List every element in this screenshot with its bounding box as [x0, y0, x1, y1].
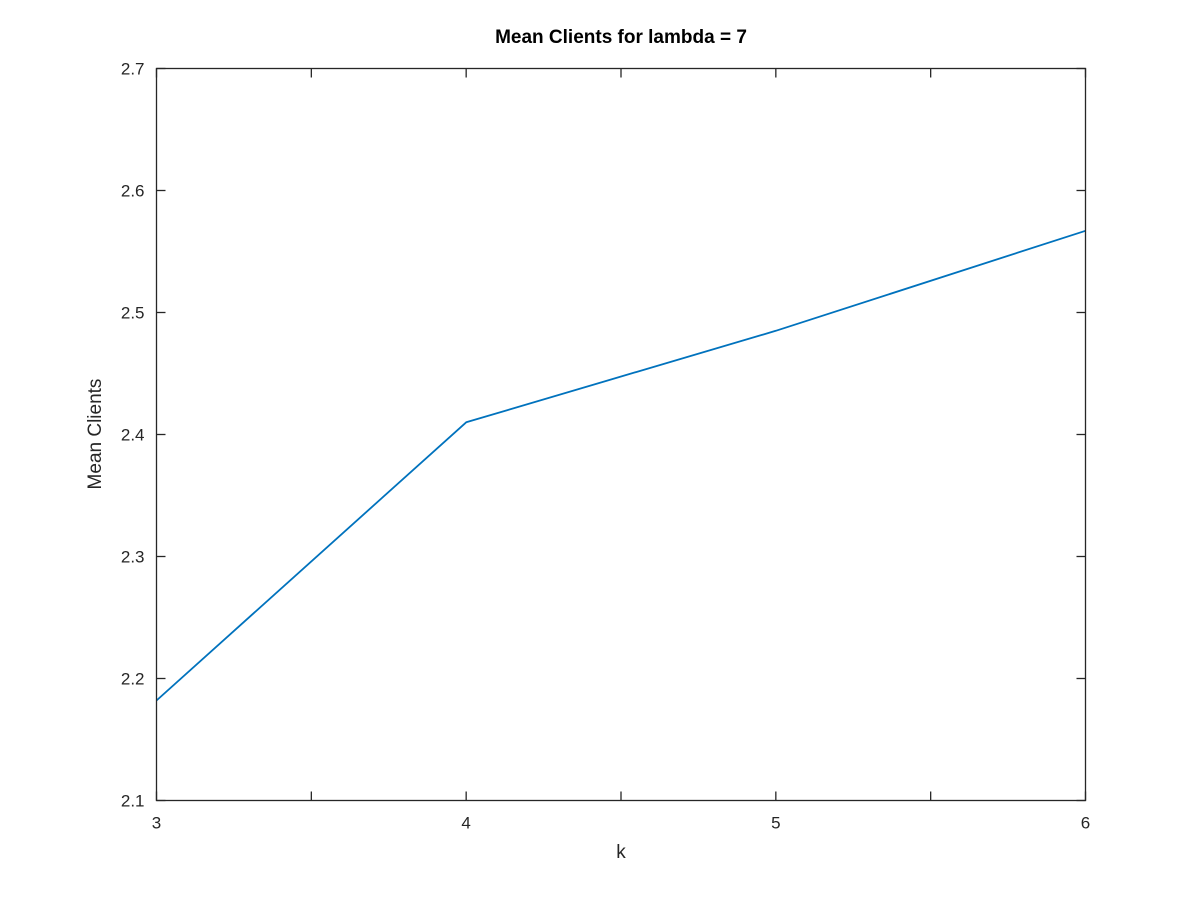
x-tick-label: 6	[1081, 814, 1090, 833]
y-tick-label: 2.6	[121, 182, 145, 201]
y-tick-label: 2.3	[121, 548, 145, 567]
axis-tick-labels: 3 4 5 6 2.1 2.2 2.3 2.4 2.5 2.6 2.7	[121, 60, 1090, 833]
x-tick-label: 5	[771, 814, 780, 833]
y-tick-label: 2.7	[121, 60, 145, 79]
y-tick-label: 2.5	[121, 304, 145, 323]
y-tick-label: 2.4	[121, 426, 145, 445]
y-tick-label: 2.2	[121, 670, 145, 689]
x-axis-label: k	[616, 842, 626, 863]
axis-ticks	[155, 67, 1087, 802]
x-tick-label: 3	[152, 814, 161, 833]
x-tick-label: 4	[461, 814, 470, 833]
series-lines	[155, 229, 1086, 702]
plot-area-frame	[155, 67, 1087, 802]
series-line	[155, 229, 1086, 702]
chart-title: Mean Clients for lambda = 7	[495, 27, 747, 48]
y-tick-label: 2.1	[121, 792, 145, 811]
y-axis-label: Mean Clients	[85, 379, 106, 490]
